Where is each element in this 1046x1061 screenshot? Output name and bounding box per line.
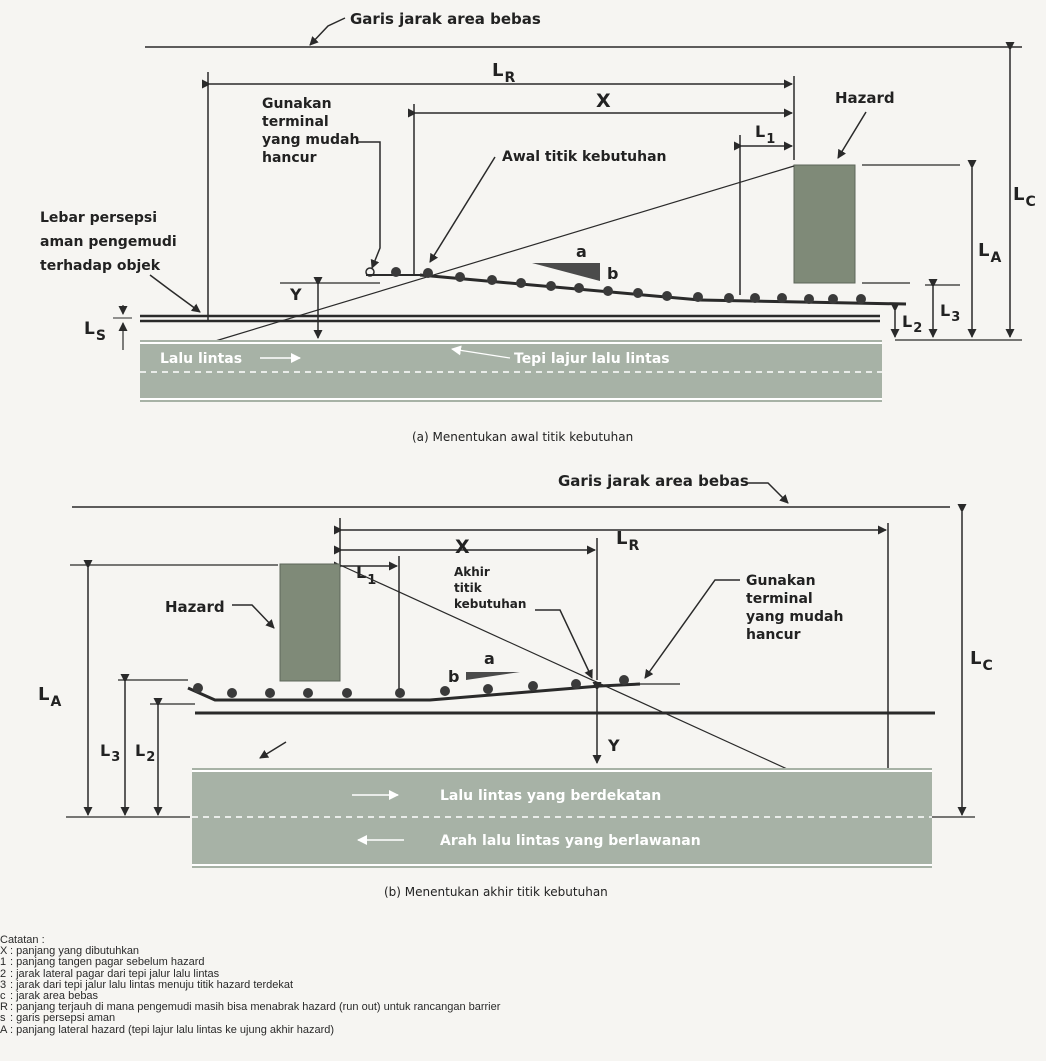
diagram-a: Garis jarak area bebas LR X L1 Hazard Gu… bbox=[40, 10, 1036, 444]
lr-label-b: LR bbox=[616, 528, 639, 554]
note-item: 3: jarak dari tepi jalur lalu lintas men… bbox=[0, 978, 294, 991]
lc-label-a: LC bbox=[1013, 184, 1036, 210]
lc-label-b: LC bbox=[970, 648, 993, 674]
clear-zone-pointer-a bbox=[309, 17, 346, 46]
clear-zone-pointer-b bbox=[748, 482, 789, 504]
hazard-label-a: Hazard bbox=[835, 89, 895, 107]
hazard-label-b: Hazard bbox=[165, 598, 225, 616]
end-need-label-b: Akhir titik kebutuhan bbox=[454, 565, 526, 611]
svg-text:kebutuhan: kebutuhan bbox=[454, 597, 526, 611]
svg-text:Gunakan: Gunakan bbox=[746, 573, 816, 589]
terminal-pointer-a bbox=[358, 141, 381, 269]
lane-edge-pointer-a bbox=[451, 345, 511, 359]
clear-zone-label-b: Garis jarak area bebas bbox=[558, 472, 749, 490]
barrier-a bbox=[365, 267, 907, 306]
l3-label-a: L3 bbox=[940, 301, 960, 325]
svg-text:hancur: hancur bbox=[746, 627, 801, 643]
x-label-a: X bbox=[596, 90, 611, 112]
svg-text:Lebar persepsi: Lebar persepsi bbox=[40, 210, 157, 226]
adjacent-traffic-label-b: Lalu lintas yang berdekatan bbox=[440, 788, 661, 804]
hazard-pointer-b bbox=[232, 604, 275, 629]
y-label-a: Y bbox=[289, 285, 302, 304]
perception-pointer-a bbox=[149, 274, 201, 313]
l3-label-b: L3 bbox=[100, 741, 120, 765]
notes-title: Catatan : bbox=[0, 934, 45, 946]
perception-label-a: Lebar persepsi aman pengemudi terhadap o… bbox=[40, 210, 177, 274]
barrier-diagram: Garis jarak area bebas LR X L1 Hazard Gu… bbox=[38, 10, 1036, 899]
l2-label-b: L2 bbox=[135, 741, 155, 765]
opposing-traffic-label-b: Arah lalu lintas yang berlawanan bbox=[440, 833, 701, 849]
traffic-label-a: Lalu lintas bbox=[160, 351, 242, 367]
y-label-b: Y bbox=[607, 736, 620, 755]
svg-text:Akhir: Akhir bbox=[454, 565, 490, 579]
caption-b: (b) Menentukan akhir titik kebutuhan bbox=[384, 885, 608, 899]
terminal-pointer-b bbox=[644, 579, 740, 679]
lr-label-a: LR bbox=[492, 60, 515, 86]
svg-text:yang mudah: yang mudah bbox=[746, 609, 843, 625]
la-label-b: LA bbox=[38, 684, 61, 710]
notes-section: Catatan : X: panjang yang dibutuhkan 1: … bbox=[0, 934, 1040, 1036]
note-item: 2: jarak lateral pagar dari tepi jalur l… bbox=[0, 967, 220, 980]
terminal-label-a: Gunakan terminal yang mudah hancur bbox=[262, 96, 359, 166]
svg-text:aman pengemudi: aman pengemudi bbox=[40, 234, 177, 250]
l1-label-b: L1 bbox=[356, 563, 376, 588]
start-need-label-a: Awal titik kebutuhan bbox=[502, 149, 667, 165]
x-label-b: X bbox=[455, 536, 470, 558]
end-need-pointer-b bbox=[535, 609, 593, 679]
terminal-label-b: Gunakan terminal yang mudah hancur bbox=[746, 573, 843, 643]
svg-text:terhadap objek: terhadap objek bbox=[40, 258, 161, 274]
flare-a-label-b: a bbox=[484, 649, 495, 668]
svg-text:yang mudah: yang mudah bbox=[262, 132, 359, 148]
flare-b-label-b: b bbox=[448, 667, 459, 686]
hazard-block-a bbox=[793, 164, 856, 284]
svg-text:terminal: terminal bbox=[746, 591, 813, 607]
svg-text:terminal: terminal bbox=[262, 114, 329, 130]
note-item: c: jarak area bebas bbox=[0, 990, 99, 1003]
flare-b-label-a: b bbox=[607, 264, 618, 283]
flare-rate-wedge-b bbox=[466, 672, 520, 680]
diagram-b: Garis jarak area bebas LR X L1 Hazard Ak… bbox=[38, 472, 993, 899]
svg-text:Gunakan: Gunakan bbox=[262, 96, 332, 112]
ls-label-a: LS bbox=[84, 319, 106, 344]
barrier-b bbox=[187, 675, 680, 702]
l1-label-a: L1 bbox=[755, 122, 775, 147]
svg-text:titik: titik bbox=[454, 581, 483, 595]
caption-a: (a) Menentukan awal titik kebutuhan bbox=[412, 430, 633, 444]
note-item: 1: panjang tangen pagar sebelum hazard bbox=[0, 956, 205, 969]
clear-zone-label-a: Garis jarak area bebas bbox=[350, 10, 541, 28]
note-item: A: panjang lateral hazard (tepi lajur la… bbox=[0, 1023, 335, 1036]
lane-edge-pointer-b bbox=[259, 741, 287, 759]
start-need-pointer-a bbox=[429, 156, 496, 263]
runout-line-a bbox=[211, 165, 795, 343]
note-item: X: panjang yang dibutuhkan bbox=[0, 945, 140, 958]
note-item: s: garis persepsi aman bbox=[0, 1012, 116, 1025]
road-a bbox=[140, 340, 882, 402]
flare-rate-wedge-a bbox=[532, 263, 600, 281]
svg-text:hancur: hancur bbox=[262, 150, 317, 166]
flare-a-label-a: a bbox=[576, 242, 587, 261]
l2-label-a: L2 bbox=[902, 312, 922, 336]
lane-edge-label-a: Tepi lajur lalu lintas bbox=[514, 351, 670, 367]
la-label-a: LA bbox=[978, 240, 1001, 266]
road-b bbox=[192, 768, 932, 868]
hazard-pointer-a bbox=[837, 111, 867, 159]
note-item: R: panjang terjauh di mana pengemudi mas… bbox=[0, 1001, 501, 1014]
hazard-block-b bbox=[279, 563, 341, 682]
